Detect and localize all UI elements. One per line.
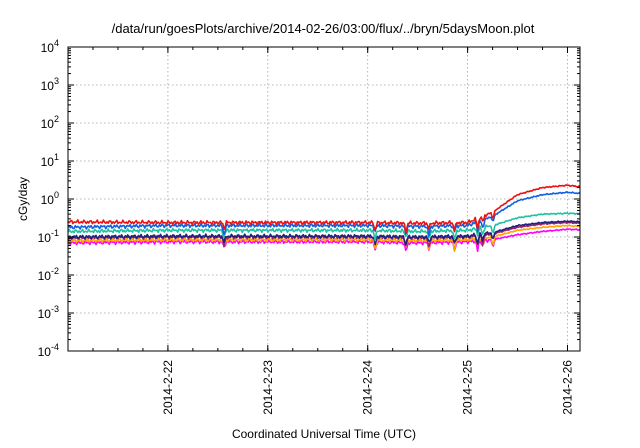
x-tick-label: 2014-2-22	[161, 360, 175, 415]
chart-title: /data/run/goesPlots/archive/2014-02-26/0…	[112, 21, 535, 36]
x-tick-label: 2014-2-26	[561, 360, 575, 415]
y-tick-label: 102	[41, 114, 59, 131]
series-line-7	[67, 184, 581, 234]
y-tick-label: 10-2	[38, 266, 59, 283]
y-tick-label: 10-3	[38, 304, 59, 321]
series-line-4	[67, 220, 581, 246]
series-line-5	[67, 212, 581, 242]
x-tick-labels: 2014-2-22 2014-2-23 2014-2-24 2014-2-25 2014…	[161, 360, 575, 415]
y-tick-labels: 104 103 102 101 100 10-1 10-2 10-3 10-4	[38, 38, 59, 359]
y-tick-label: 104	[41, 38, 59, 55]
x-tick-label: 2014-2-23	[261, 360, 275, 415]
grid	[68, 47, 580, 351]
series-line-2	[67, 224, 581, 252]
y-tick-label: 103	[41, 76, 59, 93]
x-axis-label: Coordinated Universal Time (UTC)	[232, 427, 416, 441]
y-tick-label: 10-4	[38, 342, 59, 359]
y-axis-label: cGy/day	[16, 177, 30, 221]
axis-ticks	[67, 46, 580, 352]
x-tick-label: 2014-2-25	[461, 360, 475, 415]
series-line-6	[67, 191, 581, 237]
series-lines	[67, 184, 581, 252]
y-tick-label: 101	[41, 152, 59, 169]
y-tick-label: 10-1	[38, 228, 59, 245]
x-tick-label: 2014-2-24	[361, 360, 375, 415]
y-tick-label: 100	[41, 190, 59, 207]
